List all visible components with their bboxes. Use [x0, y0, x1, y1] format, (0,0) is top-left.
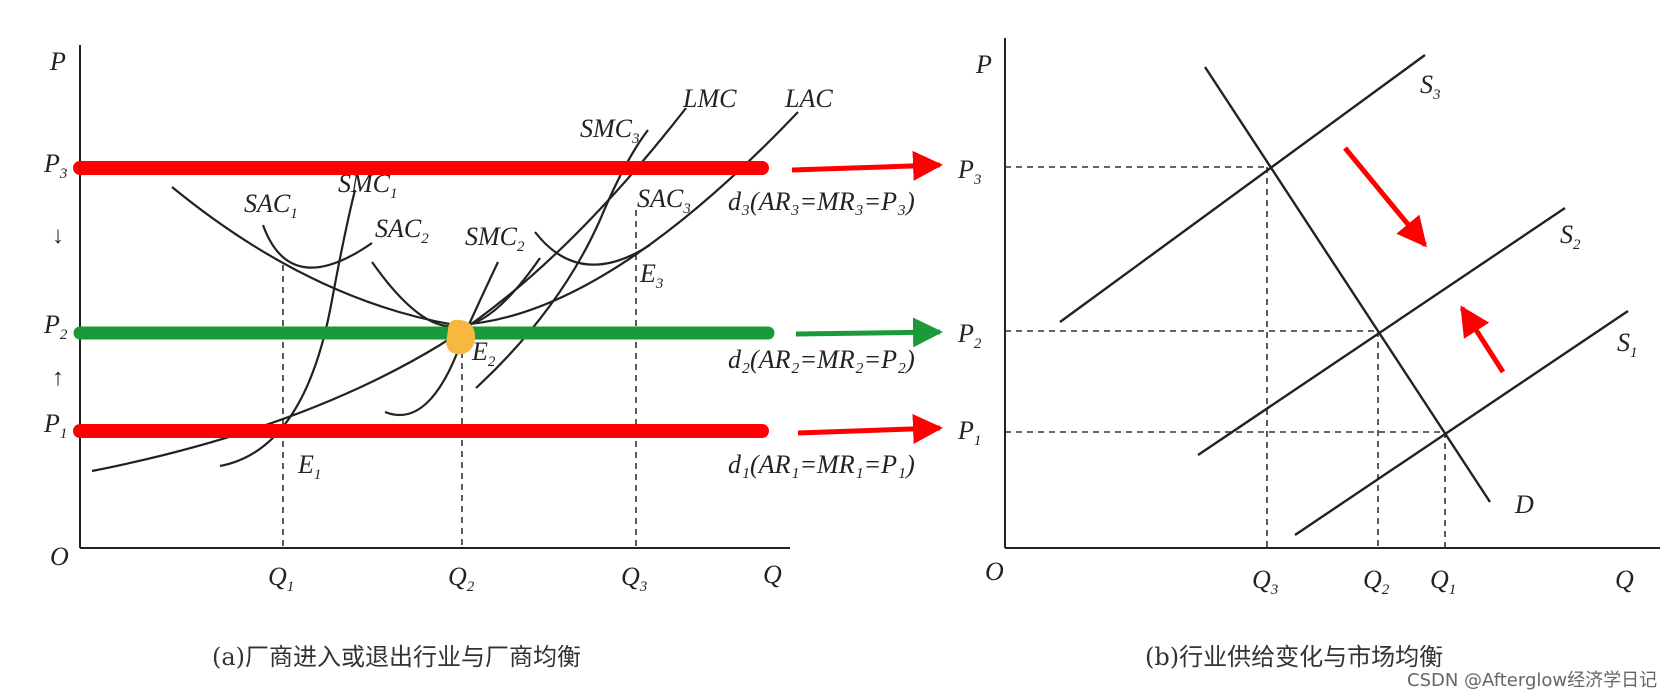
d3-label: d₃(AR₃=MR₃=P₃) [728, 187, 915, 216]
panel-b-p2-label: P2 [957, 319, 982, 352]
p1-connector-arrow [797, 413, 943, 444]
panel-a-p2-label: P2 [43, 310, 68, 343]
panel-a-q2-label: Q2 [448, 562, 475, 595]
panel-b-origin-label: O [985, 557, 1004, 586]
d-line [1203, 66, 1492, 503]
panel-a-origin-label: O [50, 542, 69, 571]
s1-label: S1 [1617, 328, 1638, 361]
panel-a-caption: (a)厂商进入或退出行业与厂商均衡 [212, 643, 581, 671]
panel-b-caption: (b)行业供给变化与市场均衡 [1145, 643, 1443, 671]
panel-a: P Q O LMC LAC SMC3 SMC1 SAC1 SAC2 SMC2 S… [43, 45, 943, 671]
panel-a-x-axis-label: Q [763, 560, 782, 589]
down-arrow-icon: ↓ [52, 223, 64, 249]
panel-a-p1-label: P1 [43, 409, 67, 442]
d1-label: d₁(AR₁=MR₁=P₁) [728, 450, 915, 479]
p2-connector-arrow [795, 317, 943, 348]
lmc-curve [91, 107, 687, 473]
e2-label: E2 [471, 337, 496, 370]
smc3-curve [475, 129, 649, 389]
panel-b-x-axis-label: Q [1615, 565, 1634, 594]
panel-b-p3-label: P3 [957, 155, 981, 188]
d-label: D [1514, 490, 1534, 519]
panel-b-y-axis-label: P [975, 50, 992, 79]
smc3-label: SMC3 [580, 114, 640, 147]
panel-b-p1-label: P1 [957, 416, 981, 449]
e2-equilibrium-dot [446, 319, 476, 355]
panel-a-y-axis-label: P [49, 47, 66, 76]
panel-a-q3-label: Q3 [621, 562, 647, 595]
sac2-label: SAC2 [375, 214, 429, 247]
e1-label: E1 [297, 450, 321, 483]
panel-b-q1-label: Q1 [1430, 565, 1456, 598]
lmc-label: LMC [682, 84, 737, 113]
smc2-label: SMC2 [465, 222, 525, 255]
sac3-curve [534, 231, 651, 266]
s3-line [1059, 54, 1426, 323]
sac1-label: SAC1 [244, 189, 298, 222]
supply-decrease-arrow [1343, 146, 1427, 248]
s1-line [1294, 310, 1629, 536]
watermark: CSDN @Afterglow经济学日记 [1407, 670, 1657, 691]
panel-b-q3-label: Q3 [1252, 565, 1278, 598]
panel-a-q1-label: Q1 [268, 562, 294, 595]
up-arrow-icon: ↑ [52, 365, 64, 391]
panel-a-p3-label: P3 [43, 149, 67, 182]
lac-label: LAC [784, 84, 833, 113]
sac1-curve [261, 224, 373, 269]
p3-connector-arrow [791, 150, 943, 181]
e3-label: E3 [639, 259, 663, 292]
panel-b-q2-label: Q2 [1363, 565, 1390, 598]
supply-increase-arrow [1459, 305, 1506, 374]
lac-curve [171, 111, 799, 327]
panel-b: P Q O S3 S2 S1 D P3 P2 P1 Q3 Q2 [957, 38, 1660, 671]
panel-b-curves [1059, 54, 1629, 536]
panel-b-guides [1005, 166, 1446, 548]
panel-a-guides [282, 210, 637, 548]
s2-line [1197, 207, 1566, 456]
s3-label: S3 [1420, 70, 1441, 103]
s2-label: S2 [1560, 220, 1581, 253]
sac3-label: SAC3 [637, 184, 691, 217]
d2-label: d₂(AR₂=MR₂=P₂) [728, 345, 915, 374]
